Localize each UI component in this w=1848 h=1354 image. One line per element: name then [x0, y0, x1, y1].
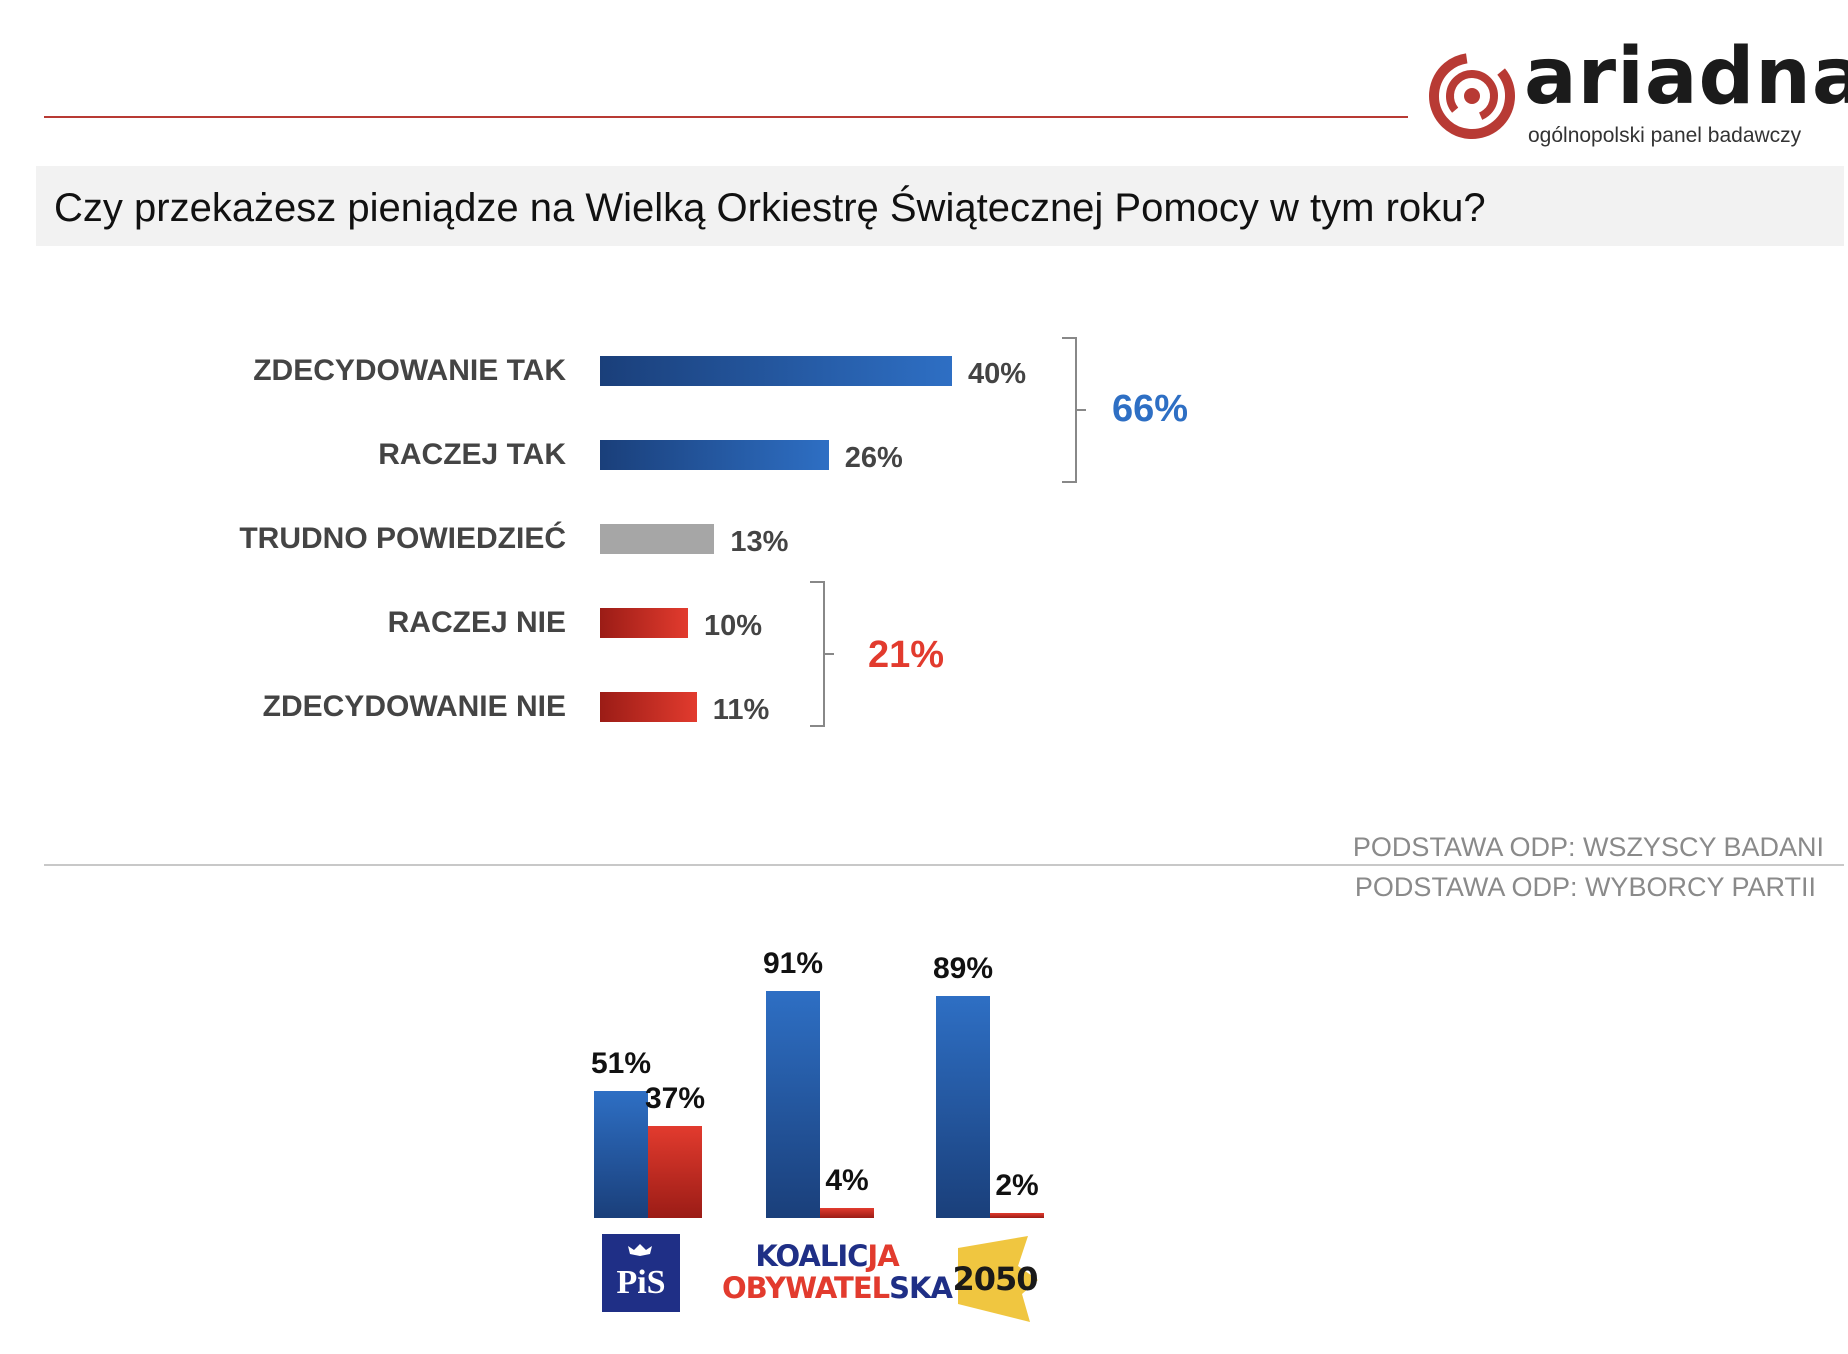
ko-logo: KOALICJA OBYWATELSKA [722, 1239, 953, 1312]
negative-total-label: 21% [868, 634, 945, 676]
ariadna-logo: ariadna ogólnopolski panel badawczy [1424, 38, 1848, 154]
question-band [36, 166, 1844, 246]
negative-group-bracket [810, 581, 834, 727]
base-note-party: PODSTAWA ODP: WYBORCY PARTII [1354, 872, 1816, 902]
bar-value-label: 51% [590, 1046, 652, 1080]
ko-text-part: JA [867, 1239, 899, 1273]
bar [766, 990, 820, 1218]
bar-value-label: 40% [968, 358, 1027, 390]
polska2050-shape-icon [958, 1236, 1038, 1322]
category-label: TRUDNO POWIEDZIEĆ [239, 522, 566, 555]
bar-value-label: 26% [844, 442, 903, 474]
positive-group-bracket [1062, 337, 1086, 483]
section-divider [44, 864, 1844, 866]
ariadna-logo-icon [1429, 53, 1515, 139]
category-label: ZDECYDOWANIE NIE [262, 690, 566, 723]
bar-value-label: 37% [644, 1081, 706, 1115]
pis-logo: PiS [602, 1234, 680, 1312]
ko-text-part: SKA [889, 1271, 953, 1305]
bar [600, 692, 697, 722]
bar [600, 440, 829, 470]
logo-subtitle: ogólnopolski panel badawczy [1528, 124, 1802, 147]
base-note-all: PODSTAWA ODP: WSZYSCY BADANI [1352, 832, 1824, 862]
category-label: ZDECYDOWANIE TAK [253, 354, 566, 387]
bar-value-label: 89% [932, 951, 994, 985]
polska2050-logo: 2050 [952, 1232, 1042, 1324]
category-label: RACZEJ TAK [378, 438, 566, 471]
bar [820, 1208, 874, 1218]
bar [936, 995, 990, 1218]
bar-value-label: 4% [825, 1164, 869, 1197]
bar [600, 608, 688, 638]
positive-total-label: 66% [1112, 388, 1189, 430]
bar-value-label: 10% [704, 610, 763, 642]
bar [990, 1213, 1044, 1218]
bar-value-label: 2% [995, 1169, 1039, 1202]
polska2050-logo-text: 2050 [952, 1260, 1038, 1298]
pis-logo-text: PiS [616, 1264, 666, 1301]
pis-eagle-icon [628, 1244, 652, 1256]
bar [600, 356, 952, 386]
bar-value-label: 13% [730, 526, 789, 558]
bar [594, 1090, 648, 1218]
bar [648, 1125, 702, 1218]
bar-value-label: 11% [712, 694, 770, 726]
bar-value-label: 91% [762, 946, 824, 980]
logo-wordmark: ariadna [1524, 32, 1848, 122]
ko-text-part: OBYWATEL [722, 1271, 890, 1305]
category-label: RACZEJ NIE [387, 606, 566, 639]
question-title: Czy przekażesz pieniądze na Wielką Orkie… [54, 186, 1486, 230]
bar [600, 524, 715, 554]
ko-text-part: KOALIC [755, 1239, 868, 1273]
header-divider-line [44, 116, 1408, 118]
